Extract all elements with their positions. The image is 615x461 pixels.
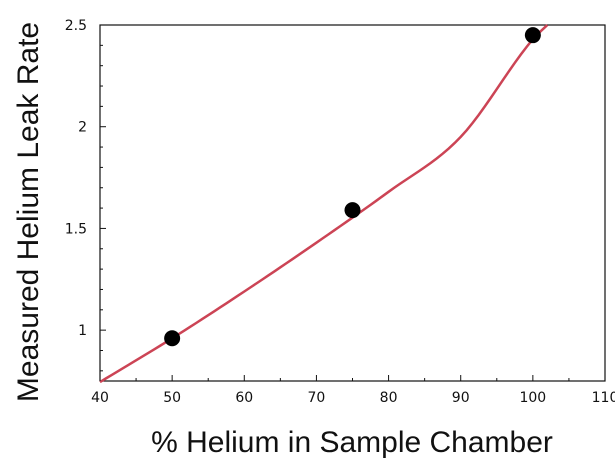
- data-point: [164, 330, 181, 347]
- x-tick-label: 110: [592, 390, 615, 406]
- x-tick-label: 100: [519, 390, 546, 406]
- data-point: [344, 202, 361, 219]
- data-points-layer: [164, 27, 541, 347]
- y-axis-title: Measured Helium Leak Rate: [12, 22, 45, 402]
- x-tick-label: 80: [380, 390, 398, 406]
- fit-curve: [99, 24, 549, 384]
- y-tick-label: 1: [78, 323, 87, 339]
- data-point: [524, 27, 541, 44]
- y-tick-label: 1.5: [65, 221, 87, 237]
- fit-curve-layer: [99, 24, 549, 384]
- x-tick-label: 50: [163, 390, 181, 406]
- y-tick-label: 2: [78, 120, 87, 136]
- x-axis-ticks: 40 50 60 70 80 90 100 110: [91, 375, 615, 406]
- y-tick-label: 2.5: [65, 18, 87, 34]
- x-axis-title: % Helium in Sample Chamber: [151, 426, 553, 459]
- x-tick-label: 40: [91, 390, 109, 406]
- x-tick-label: 90: [452, 390, 470, 406]
- x-tick-label: 70: [308, 390, 326, 406]
- y-axis-ticks: 1 1.5 2 2.5: [65, 18, 106, 372]
- x-tick-label: 60: [235, 390, 253, 406]
